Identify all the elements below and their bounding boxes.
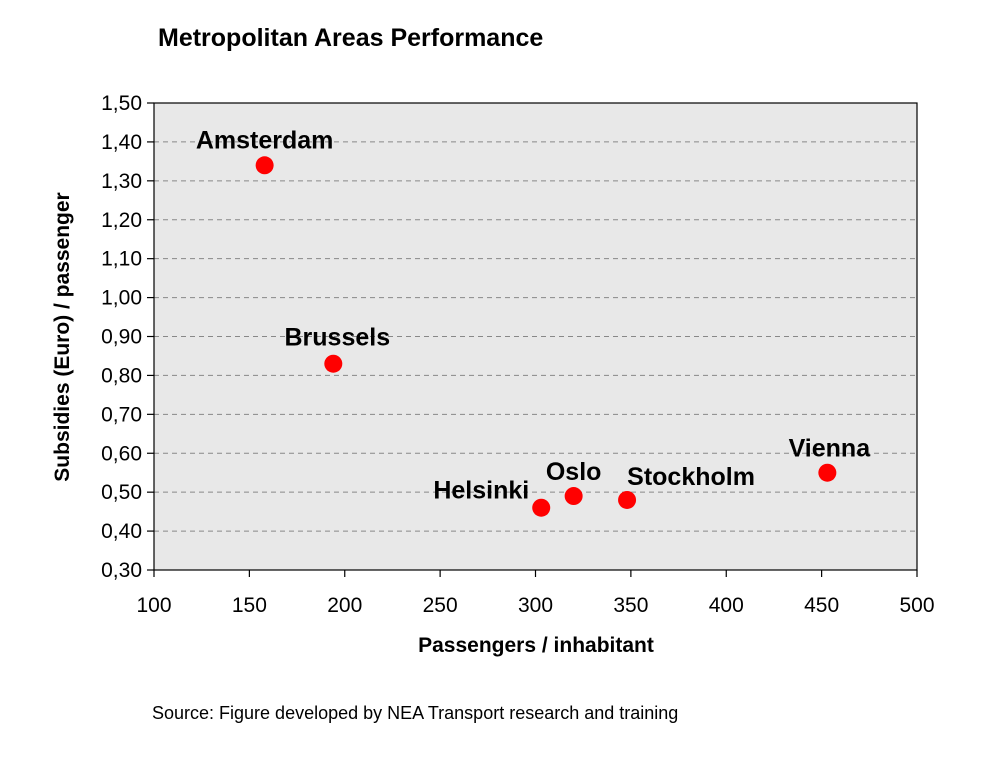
point-label-amsterdam: Amsterdam: [196, 126, 334, 154]
x-tick-label: 100: [136, 594, 171, 617]
y-tick-label: 1,50: [101, 92, 142, 115]
point-label-vienna: Vienna: [789, 435, 872, 463]
y-tick-label: 0,30: [101, 559, 142, 582]
data-point-helsinki: [532, 498, 551, 517]
gridlines: [154, 141, 917, 532]
chart-title: Metropolitan Areas Performance: [158, 24, 543, 52]
data-points: [255, 156, 837, 517]
x-tick-label: 200: [327, 594, 362, 617]
x-tick-label: 450: [804, 594, 839, 617]
y-tick-label: 1,30: [101, 170, 142, 193]
y-tick-label: 1,20: [101, 209, 142, 232]
x-tick-label: 350: [613, 594, 648, 617]
data-point-brussels: [324, 354, 343, 373]
x-axis-ticks: 100 150 200 250 300 350 400 450 500: [136, 570, 935, 617]
y-axis-ticks: 0,30 0,40 0,50 0,60 0,70 0,80 0,90 1,00 1,10 1,20…: [101, 92, 154, 582]
x-tick-label: 400: [709, 594, 744, 617]
point-label-brussels: Brussels: [284, 324, 390, 352]
y-tick-label: 1,00: [101, 287, 142, 310]
x-tick-label: 250: [423, 594, 458, 617]
source-note: Source: Figure developed by NEA Transpor…: [152, 703, 678, 723]
x-tick-label: 300: [518, 594, 553, 617]
data-point-amsterdam: [255, 156, 274, 175]
y-tick-label: 1,40: [101, 131, 142, 154]
y-tick-label: 0,90: [101, 326, 142, 349]
point-labels: Amsterdam Brussels Helsinki Oslo Stockholm Vi…: [196, 126, 871, 504]
data-point-stockholm: [618, 490, 637, 509]
y-tick-label: 0,40: [101, 520, 142, 543]
data-point-vienna: [818, 463, 837, 482]
y-axis-label: Subsidies (Euro) / passenger: [51, 192, 74, 481]
x-axis-label: Passengers / inhabitant: [418, 634, 654, 657]
y-tick-label: 0,80: [101, 364, 142, 387]
point-label-oslo: Oslo: [546, 458, 602, 486]
y-tick-label: 0,60: [101, 442, 142, 465]
point-label-stockholm: Stockholm: [627, 463, 755, 491]
y-tick-label: 1,10: [101, 248, 142, 271]
point-label-helsinki: Helsinki: [433, 477, 529, 505]
data-point-oslo: [564, 487, 583, 506]
y-tick-label: 0,50: [101, 481, 142, 504]
x-tick-label: 500: [899, 594, 934, 617]
y-tick-label: 0,70: [101, 403, 142, 426]
x-tick-label: 150: [232, 594, 267, 617]
